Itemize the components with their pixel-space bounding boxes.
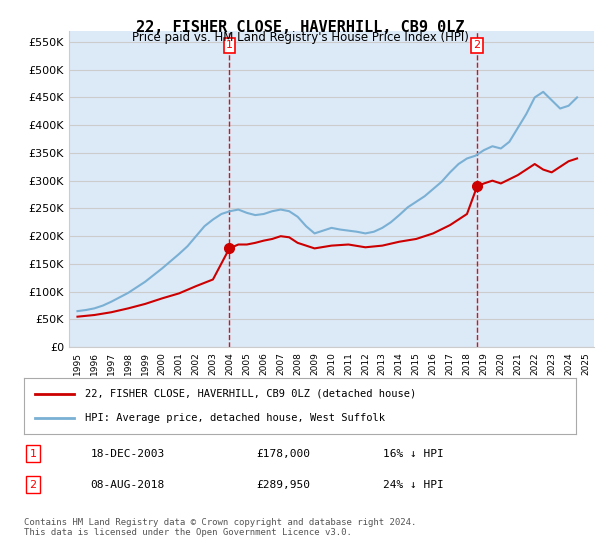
Text: 1: 1 <box>29 449 37 459</box>
Text: 1: 1 <box>226 40 233 50</box>
Text: Contains HM Land Registry data © Crown copyright and database right 2024.
This d: Contains HM Land Registry data © Crown c… <box>24 518 416 538</box>
Text: 2: 2 <box>29 480 37 489</box>
Text: 2: 2 <box>473 40 481 50</box>
Text: 18-DEC-2003: 18-DEC-2003 <box>90 449 164 459</box>
Text: 22, FISHER CLOSE, HAVERHILL, CB9 0LZ: 22, FISHER CLOSE, HAVERHILL, CB9 0LZ <box>136 20 464 35</box>
Text: 24% ↓ HPI: 24% ↓ HPI <box>383 480 443 489</box>
Text: 22, FISHER CLOSE, HAVERHILL, CB9 0LZ (detached house): 22, FISHER CLOSE, HAVERHILL, CB9 0LZ (de… <box>85 389 416 399</box>
Text: £178,000: £178,000 <box>256 449 310 459</box>
Text: £289,950: £289,950 <box>256 480 310 489</box>
Text: 08-AUG-2018: 08-AUG-2018 <box>90 480 164 489</box>
Text: Price paid vs. HM Land Registry's House Price Index (HPI): Price paid vs. HM Land Registry's House … <box>131 31 469 44</box>
Text: HPI: Average price, detached house, West Suffolk: HPI: Average price, detached house, West… <box>85 413 385 423</box>
Text: 16% ↓ HPI: 16% ↓ HPI <box>383 449 443 459</box>
